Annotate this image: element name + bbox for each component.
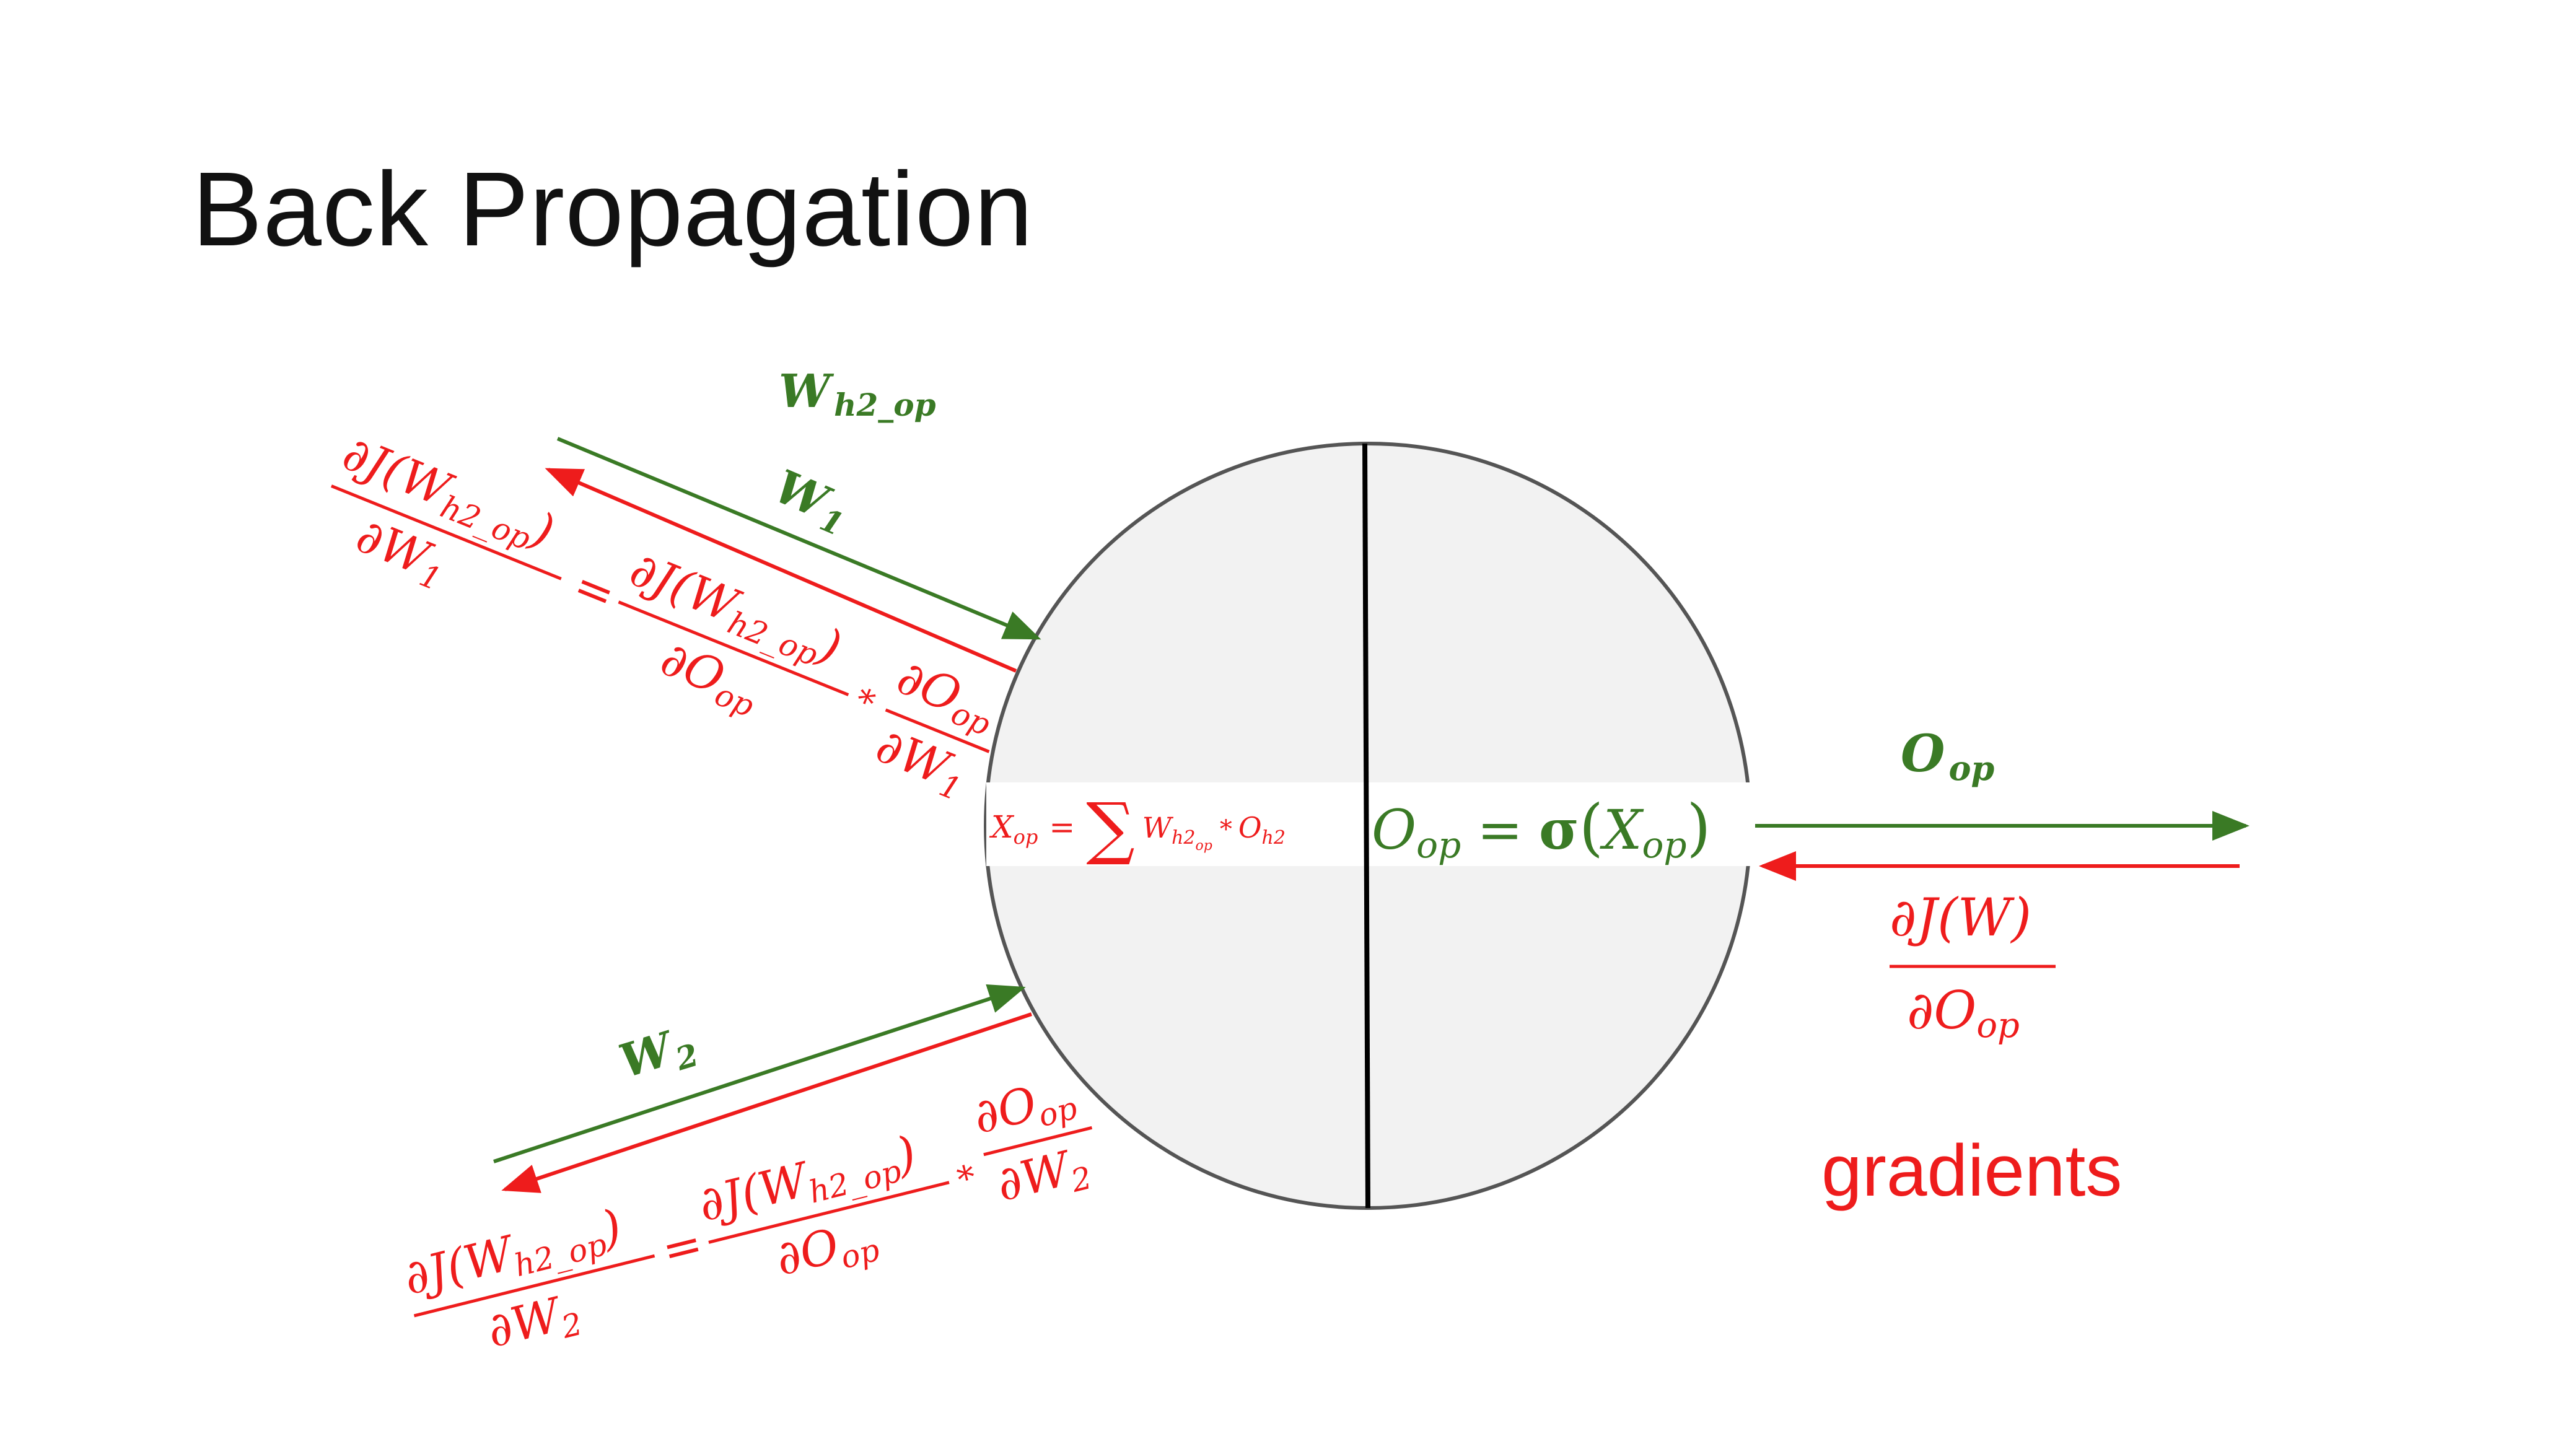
gradient-output: ∂J(W) ∂Oop (1890, 887, 2056, 1046)
svg-text:*: * (849, 680, 880, 724)
neuron-right-formula: Oop = σ(Xop) (1372, 791, 1711, 866)
svg-text:W2: W2 (613, 1015, 703, 1093)
svg-text:*: * (953, 1157, 980, 1201)
svg-text:∂J(Wh2_op): ∂J(Wh2_op) (621, 541, 849, 680)
slide-title: Back Propagation (192, 151, 1033, 268)
label-w2: W2 (613, 1015, 703, 1093)
arrows (493, 437, 2250, 1193)
neuron-divider (1362, 443, 1370, 1209)
arrow-w1-forward (556, 437, 1041, 640)
svg-text:∂Oop: ∂Oop (1907, 980, 2020, 1046)
arrow-w1-backward (545, 468, 1017, 673)
formula-band (986, 782, 1755, 866)
svg-text:∂J(W): ∂J(W) (1890, 887, 2031, 948)
svg-text:=: = (566, 557, 623, 623)
svg-text:∂Oop: ∂Oop (770, 1208, 883, 1291)
neuron (984, 442, 1755, 1210)
svg-text:∂Oop: ∂Oop (968, 1066, 1080, 1149)
neuron-left-formula: Xop = ∑ Wh2op* Oh2 (989, 788, 1286, 867)
arrow-w2-forward (493, 984, 1026, 1163)
arrow-w2-backward (501, 1012, 1032, 1193)
svg-text:=: = (657, 1215, 708, 1279)
gradient-bottom: ∂J(Wh2_op) ∂W2 = ∂J(Wh2_op) ∂Oop * ∂Oop … (398, 1066, 1095, 1358)
svg-text:∂J(Wh2_op): ∂J(Wh2_op) (398, 1198, 628, 1310)
gradients-label: gradients (1821, 1130, 2122, 1212)
svg-text:∂J(Wh2_op): ∂J(Wh2_op) (693, 1125, 922, 1237)
